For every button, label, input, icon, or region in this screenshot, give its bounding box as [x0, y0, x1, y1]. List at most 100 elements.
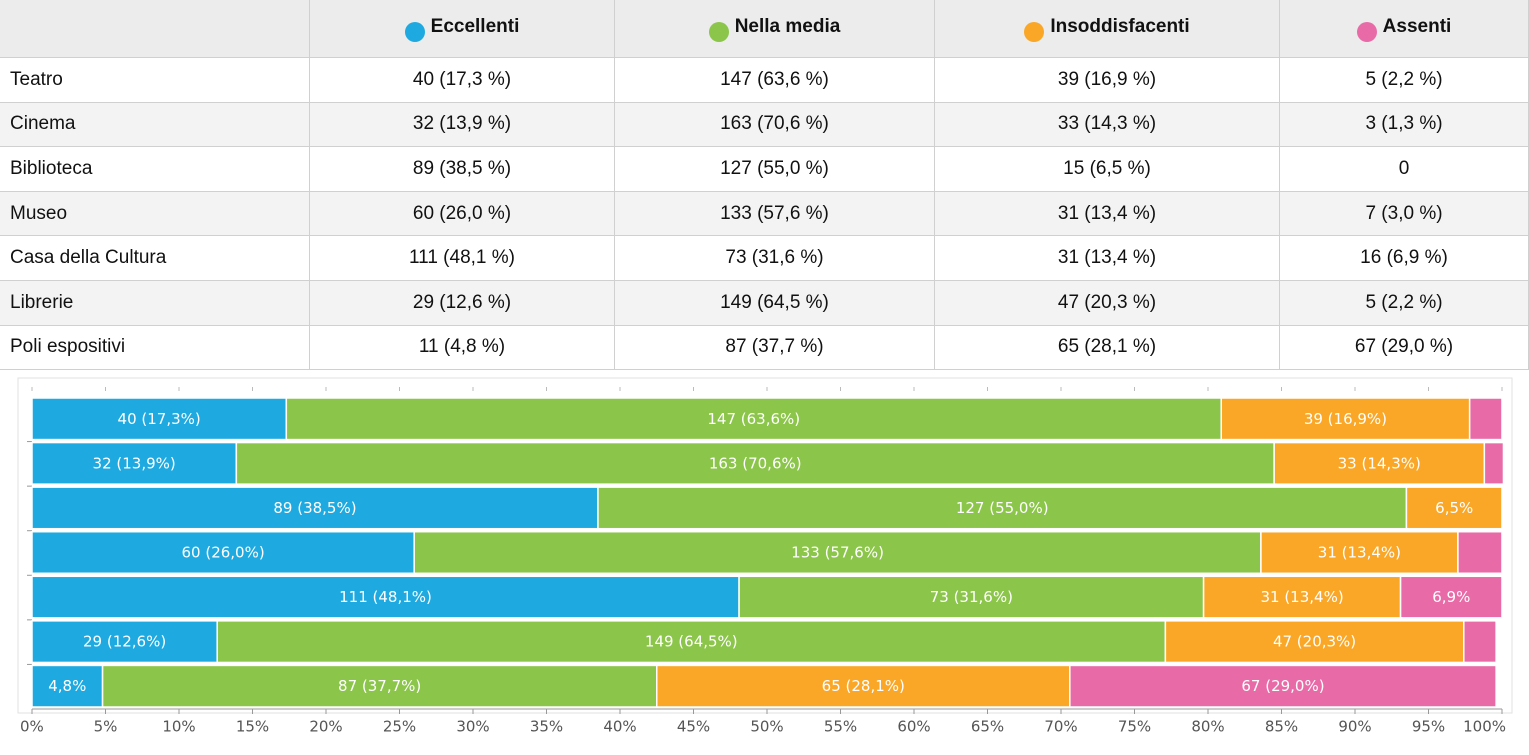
- data-label: 47 (20,3%): [1273, 633, 1356, 651]
- data-label: 31 (13,4%): [1260, 588, 1343, 606]
- data-label: 32 (13,9%): [93, 454, 176, 472]
- cell-text: 87 (37,7 %): [725, 336, 824, 358]
- header-cell: Insoddisfacenti: [935, 0, 1280, 58]
- column-title: Nella media: [734, 16, 841, 37]
- x-tick-label: 30%: [456, 718, 489, 736]
- cell-text: Casa della Cultura: [10, 247, 167, 269]
- table-cell: 89 (38,5 %): [310, 147, 615, 192]
- table-cell: 163 (70,6 %): [615, 102, 935, 148]
- data-label: 89 (38,5%): [273, 499, 356, 517]
- table-cell: 32 (13,9 %): [310, 102, 615, 148]
- row-label: Museo: [0, 191, 310, 237]
- table-cell: 127 (55,0 %): [615, 147, 935, 192]
- table-cell: 15 (6,5 %): [935, 147, 1280, 192]
- header-cell: [0, 0, 310, 58]
- data-label: 6,5%: [1435, 499, 1473, 517]
- cell-text: 33 (14,3 %): [1057, 113, 1157, 135]
- x-tick-label: 75%: [1118, 718, 1151, 736]
- cell-text: Teatro: [10, 68, 63, 90]
- x-tick-label: 60%: [897, 718, 930, 736]
- table-cell: 5 (2,2 %): [1280, 281, 1529, 326]
- data-label: 149 (64,5%): [645, 633, 738, 651]
- row-label: Teatro: [0, 58, 310, 103]
- bar-segment: [31, 486, 599, 530]
- bar-segment: [31, 575, 740, 619]
- bar-segment: [1457, 530, 1503, 575]
- header-cell: Nella media: [615, 0, 935, 58]
- data-label: 40 (17,3%): [118, 410, 201, 428]
- cell-text: 3 (1,3 %): [1365, 113, 1443, 135]
- row-label: Librerie: [0, 281, 310, 326]
- cell-text: 65 (28,1 %): [1057, 336, 1157, 358]
- data-label: 31 (13,4%): [1318, 544, 1401, 562]
- bar-segment: [285, 397, 1222, 441]
- data-label: 67 (29,0%): [1241, 677, 1324, 695]
- data-label: 65 (28,1%): [822, 677, 905, 695]
- x-tick-label: 70%: [1044, 718, 1077, 736]
- x-tick-label: 50%: [750, 718, 783, 736]
- data-label: 4,8%: [48, 677, 86, 695]
- x-tick-label: 95%: [1412, 718, 1445, 736]
- table-cell: 29 (12,6 %): [310, 281, 615, 326]
- x-tick-label: 80%: [1191, 718, 1224, 736]
- row-label: Poli espositivi: [0, 325, 310, 371]
- cell-text: 73 (31,6 %): [725, 247, 824, 269]
- column-title: Eccellenti: [430, 16, 520, 37]
- table-cell: 111 (48,1 %): [310, 236, 615, 281]
- cell-text: Cinema: [10, 113, 76, 135]
- data-label: 147 (63,6%): [707, 410, 800, 428]
- x-tick-label: 35%: [530, 718, 563, 736]
- bar-segment: [738, 575, 1205, 619]
- legend-dot: [404, 22, 425, 42]
- table-cell: 47 (20,3 %): [935, 281, 1280, 326]
- table-cell: 147 (63,6 %): [615, 58, 935, 103]
- cell-text: 39 (16,9 %): [1057, 68, 1157, 90]
- cell-text: 5 (2,2 %): [1365, 291, 1443, 313]
- bar-segment: [1463, 620, 1497, 664]
- bar-segment: [31, 620, 218, 664]
- data-label: 127 (55,0%): [956, 499, 1049, 517]
- table-cell: 149 (64,5 %): [615, 281, 935, 326]
- cell-text: 133 (57,6 %): [720, 202, 829, 224]
- column-title: Insoddisfacenti: [1050, 16, 1190, 37]
- bar-segment: [31, 664, 104, 708]
- table-cell: 7 (3,0 %): [1280, 191, 1529, 237]
- bar-segment: [597, 486, 1408, 530]
- table-cell: 5 (2,2 %): [1280, 58, 1529, 103]
- bar-segment: [31, 397, 288, 441]
- table-cell: 73 (31,6 %): [615, 236, 935, 281]
- bar-segment: [1069, 664, 1497, 708]
- bar-segment: [235, 441, 1275, 485]
- bar-segment: [1468, 397, 1503, 441]
- chart-frame: [17, 377, 1513, 714]
- cell-text: 89 (38,5 %): [412, 157, 512, 179]
- table-cell: 133 (57,6 %): [615, 191, 935, 237]
- bar-segment: [1483, 441, 1505, 485]
- cell-text: 0: [1398, 157, 1410, 179]
- bar-segment: [1405, 486, 1503, 530]
- x-tick-label: 90%: [1338, 718, 1371, 736]
- data-label: 133 (57,6%): [791, 544, 884, 562]
- cell-text: 67 (29,0 %): [1354, 336, 1454, 358]
- x-tick-label: 5%: [94, 718, 118, 736]
- table-cell: 60 (26,0 %): [310, 191, 615, 237]
- cell-text: 16 (6,9 %): [1360, 247, 1448, 269]
- cell-text: 163 (70,6 %): [720, 113, 829, 135]
- table-cell: 87 (37,7 %): [615, 325, 935, 371]
- row-label: Biblioteca: [0, 147, 310, 192]
- table-cell: 39 (16,9 %): [935, 58, 1280, 103]
- x-tick-label: 55%: [824, 718, 857, 736]
- data-label: 39 (16,9%): [1304, 410, 1387, 428]
- bar-segment: [216, 620, 1167, 664]
- x-tick-label: 15%: [236, 718, 269, 736]
- x-tick-label: 85%: [1265, 718, 1298, 736]
- cell-text: 127 (55,0 %): [720, 157, 829, 179]
- cell-text: Biblioteca: [10, 157, 93, 179]
- legend-dot: [1356, 22, 1377, 42]
- data-label: 163 (70,6%): [709, 454, 802, 472]
- cell-text: 149 (64,5 %): [720, 291, 829, 313]
- cell-text: Librerie: [10, 291, 74, 313]
- cell-text: 15 (6,5 %): [1063, 157, 1151, 179]
- x-tick-label: 20%: [309, 718, 342, 736]
